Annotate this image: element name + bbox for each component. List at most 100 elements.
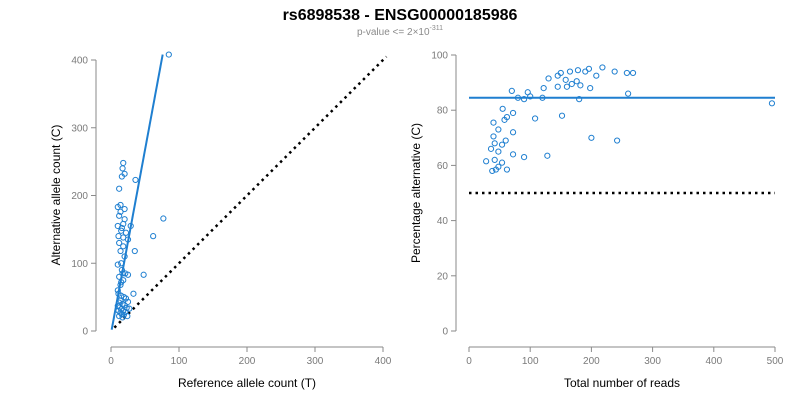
data-point: [545, 75, 552, 82]
fit-line: [110, 54, 164, 330]
data-point: [124, 271, 132, 278]
data-point: [509, 151, 517, 158]
data-point: [574, 67, 582, 74]
data-point: [116, 212, 123, 219]
data-point: [116, 185, 123, 192]
y-tick-label: 100: [431, 51, 448, 62]
data-point: [576, 96, 583, 103]
data-point: [599, 64, 606, 71]
data-point: [625, 90, 632, 97]
data-point: [114, 287, 121, 294]
data-point: [501, 116, 508, 123]
data-point: [508, 87, 515, 94]
data-point: [118, 279, 125, 286]
data-point: [150, 233, 157, 240]
data-point: [587, 85, 594, 92]
data-point: [568, 80, 575, 88]
x-tick-label: 300: [644, 356, 661, 367]
data-point: [588, 134, 595, 141]
data-point: [492, 166, 500, 173]
x-tick-label: 100: [522, 356, 539, 367]
chart-title: rs6898538 - ENSG00000185986: [283, 7, 518, 24]
right-scatter-panel: 0 100 200 300 400 500 0 20 40 60 80 100 Total number…: [409, 51, 784, 391]
reference-line: [113, 55, 388, 329]
data-point: [585, 65, 593, 72]
data-point: [116, 239, 123, 247]
y-tick-label: 100: [71, 259, 88, 270]
subtitle-prefix: p-value <= 2: [357, 27, 413, 38]
data-point: [130, 290, 137, 297]
x-tick-label: 200: [583, 356, 600, 367]
x-tick-label: 200: [239, 356, 256, 367]
data-point: [489, 167, 496, 175]
data-point: [509, 129, 517, 136]
left-scatter-panel: 0 100 200 300 400 0 100 200 300 400 Reference alle…: [49, 51, 392, 390]
data-point: [577, 82, 584, 89]
data-point: [611, 68, 618, 75]
y-tick-label: 300: [71, 123, 88, 134]
y-tick-label: 0: [82, 327, 88, 338]
data-point: [114, 203, 121, 211]
data-point: [119, 314, 126, 321]
subtitle-times: ×: [413, 27, 419, 38]
data-point: [491, 156, 498, 163]
data-point: [502, 137, 509, 144]
x-tick-label: 400: [375, 356, 392, 367]
y-tick-label: 80: [437, 106, 449, 117]
data-point: [121, 253, 128, 260]
data-point: [490, 133, 497, 140]
data-point: [127, 222, 134, 230]
x-tick-label: 0: [108, 356, 114, 367]
data-point: [539, 94, 546, 101]
y-tick-label: 60: [437, 161, 449, 172]
data-point: [124, 236, 132, 243]
data-point: [498, 159, 506, 166]
data-point: [118, 260, 125, 267]
data-point: [483, 158, 490, 165]
data-point: [116, 312, 123, 320]
data-point: [116, 273, 123, 280]
y-axis-label: Alternative allele count (C): [49, 125, 63, 266]
data-point: [593, 72, 600, 79]
y-tick-label: 40: [437, 216, 449, 227]
data-point: [629, 69, 637, 77]
data-point: [117, 281, 124, 289]
data-point: [540, 85, 547, 92]
data-point: [119, 270, 126, 277]
data-point: [499, 105, 506, 112]
x-tick-label: 100: [171, 356, 188, 367]
data-point: [554, 83, 561, 90]
data-point: [495, 148, 502, 155]
y-tick-label: 400: [71, 56, 88, 67]
data-point: [614, 137, 621, 144]
data-point: [120, 159, 127, 167]
data-point: [582, 68, 589, 75]
data-point: [566, 68, 574, 75]
x-tick-label: 400: [705, 356, 722, 367]
data-point: [527, 93, 534, 100]
y-tick-label: 200: [71, 191, 88, 202]
data-point: [118, 266, 125, 274]
data-point: [495, 126, 502, 133]
y-tick-label: 20: [437, 271, 449, 282]
data-point: [119, 165, 126, 172]
data-point: [520, 154, 528, 161]
data-point: [558, 112, 566, 119]
data-point: [132, 176, 139, 184]
data-point: [165, 51, 172, 58]
data-point: [491, 140, 498, 147]
data-point: [514, 94, 522, 101]
data-point: [117, 247, 124, 255]
data-point: [120, 220, 127, 228]
data-point: [160, 215, 167, 222]
subtitle-base: 10: [418, 27, 430, 38]
data-point: [503, 166, 511, 173]
data-point: [509, 109, 517, 117]
data-point: [520, 96, 528, 103]
data-point: [126, 305, 133, 312]
data-point: [114, 261, 121, 268]
data-point: [768, 100, 776, 107]
y-tick-label: 0: [442, 327, 448, 338]
data-point: [498, 141, 506, 148]
